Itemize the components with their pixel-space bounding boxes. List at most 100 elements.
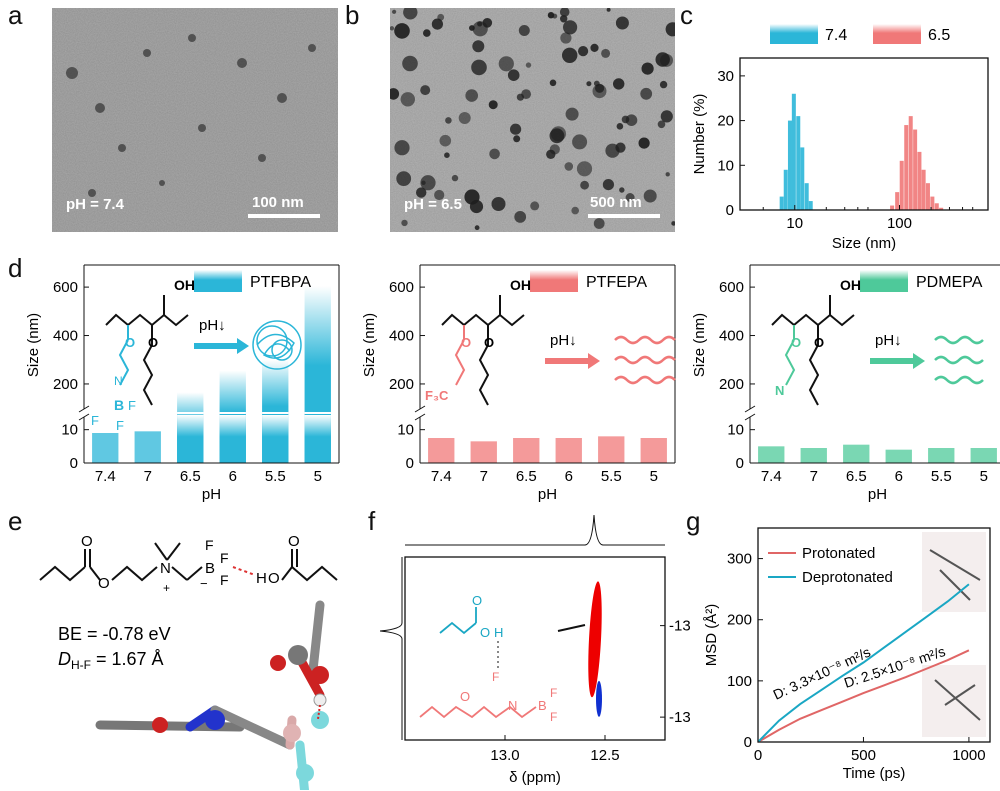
d-arrow-head [588,353,600,369]
d-legend-label: PTFBPA [250,274,311,291]
g-snapshot-protonated [922,532,986,612]
d-ytick-label: 600 [389,279,414,296]
d2-extended-chain [614,355,676,365]
f-o-label: O [480,625,490,640]
d-xtick-label: 5.5 [265,468,286,485]
g-xtick-label: 1000 [952,747,985,764]
e-n: N [160,560,171,577]
d3-extended-chain [934,335,984,345]
c-bar-6.5 [939,207,944,210]
d1-f-label: F [116,418,124,433]
d2-extended-chain [614,375,676,385]
panel-label-d: d [8,253,23,283]
d-xtick-label: 7 [480,468,488,485]
d-break-mark [78,405,90,413]
f-molecule [419,607,537,719]
d-bar-7 [134,431,161,463]
panel-label-e: e [8,506,23,536]
e-binding-energy: BE = -0.78 eV [58,624,171,644]
c-bar-6.5 [925,183,930,210]
c-bar-6.5 [917,151,922,210]
d-xlabel: pH [538,486,557,503]
c-xtick-label: 100 [887,215,912,232]
panel-e-structure: O O N + B − F F F H O O BE = -0.78 eV DH… [39,533,338,790]
d-legend-swatch [530,270,578,292]
d-ph-arrow-label: pH↓ [550,332,577,349]
d-bar-6.5 [513,438,540,463]
d1-b-label: B [114,397,124,413]
c-legend-swatch-6.5 [873,24,921,44]
e-o4: O [288,533,300,550]
d3-n-label: N [775,383,784,398]
c-bar-6.5 [930,196,935,210]
g-ytick-label: 0 [744,734,752,751]
f-h-label: H [494,625,503,640]
d-side-chain-3 [478,325,490,406]
d-xtick-label: 5.5 [931,468,952,485]
d-o-label: O [148,335,158,350]
d-legend-label: PDMEPA [916,274,983,291]
d-cooh-label: OH [174,277,195,293]
c-bar-7.4 [800,147,805,210]
e-o2: O [98,575,110,592]
tem-texture-a [52,8,338,232]
d1-n-label: N [114,374,123,388]
g-ytick-label: 200 [727,612,752,629]
d-xlabel: pH [202,486,221,503]
d-cooh-label: OH [840,277,861,293]
d-xtick-label: 6 [229,468,237,485]
f-xtick-label: 12.5 [590,747,619,764]
d3-extended-chain [934,375,984,385]
d-polymer-structure [441,295,525,406]
e-distance: DH-F = 1.67 Å [58,649,164,672]
f-xlabel: δ (ppm) [509,769,561,786]
d-xtick-label: 7 [810,468,818,485]
c-bar-7.4 [783,169,788,210]
e-skeleton [39,542,338,582]
f-ester-chain [419,705,537,719]
d-ytick-label: 400 [53,328,78,345]
d-ytick-label: 400 [719,328,744,345]
d-xtick-label: 6.5 [846,468,867,485]
c-xtick-label: 10 [786,215,803,232]
d-ytick-label: 200 [389,376,414,393]
d-ph-arrow-label: pH↓ [875,332,902,349]
d-xtick-label: 7 [144,468,152,485]
d1-globule-coil [256,333,295,359]
d-bar-low-5.5 [262,415,289,463]
d-ytick-label: 10 [397,422,414,439]
f-f-label: F [550,686,557,700]
c-bar-7.4 [808,201,813,210]
f-acid-chain [439,621,477,635]
d-cooh-label: OH [510,277,531,293]
c-bar-7.4 [791,93,796,210]
g-snapshot-stick [944,684,976,706]
tem-a-scale-label: 100 nm [252,194,304,211]
g-axes-frame [757,527,991,743]
d-side-chain-4 [118,339,130,386]
c-bar-6.5 [895,192,900,210]
d-o-label: O [791,335,801,350]
d-xtick-label: 6.5 [516,468,537,485]
d-ytick-label: 200 [719,376,744,393]
g-snapshot-stick [934,679,981,721]
g-snapshot-stick [939,569,971,601]
d-bar-low-5 [304,415,331,463]
g-line-deprotonated [757,583,970,743]
d-xtick-label: 7.4 [95,468,116,485]
d2-cf3-label: F₃C [425,388,449,403]
panel-label-a: a [8,0,23,30]
d-polymer-structure [771,295,855,406]
d-bar-5 [970,448,997,463]
d-bar-6 [555,438,582,463]
d-xtick-label: 7.4 [761,468,782,485]
d-bar-5 [640,438,667,463]
c-legend-swatch-7.4 [770,24,818,44]
d-break-mark [414,413,426,421]
f-contour-red [588,581,602,698]
c-bar-6.5 [934,203,939,210]
e-o1: O [81,533,93,550]
g-line-protonated [757,649,970,743]
d-xtick-label: 6 [565,468,573,485]
d-bar-low-6.5 [177,415,204,463]
